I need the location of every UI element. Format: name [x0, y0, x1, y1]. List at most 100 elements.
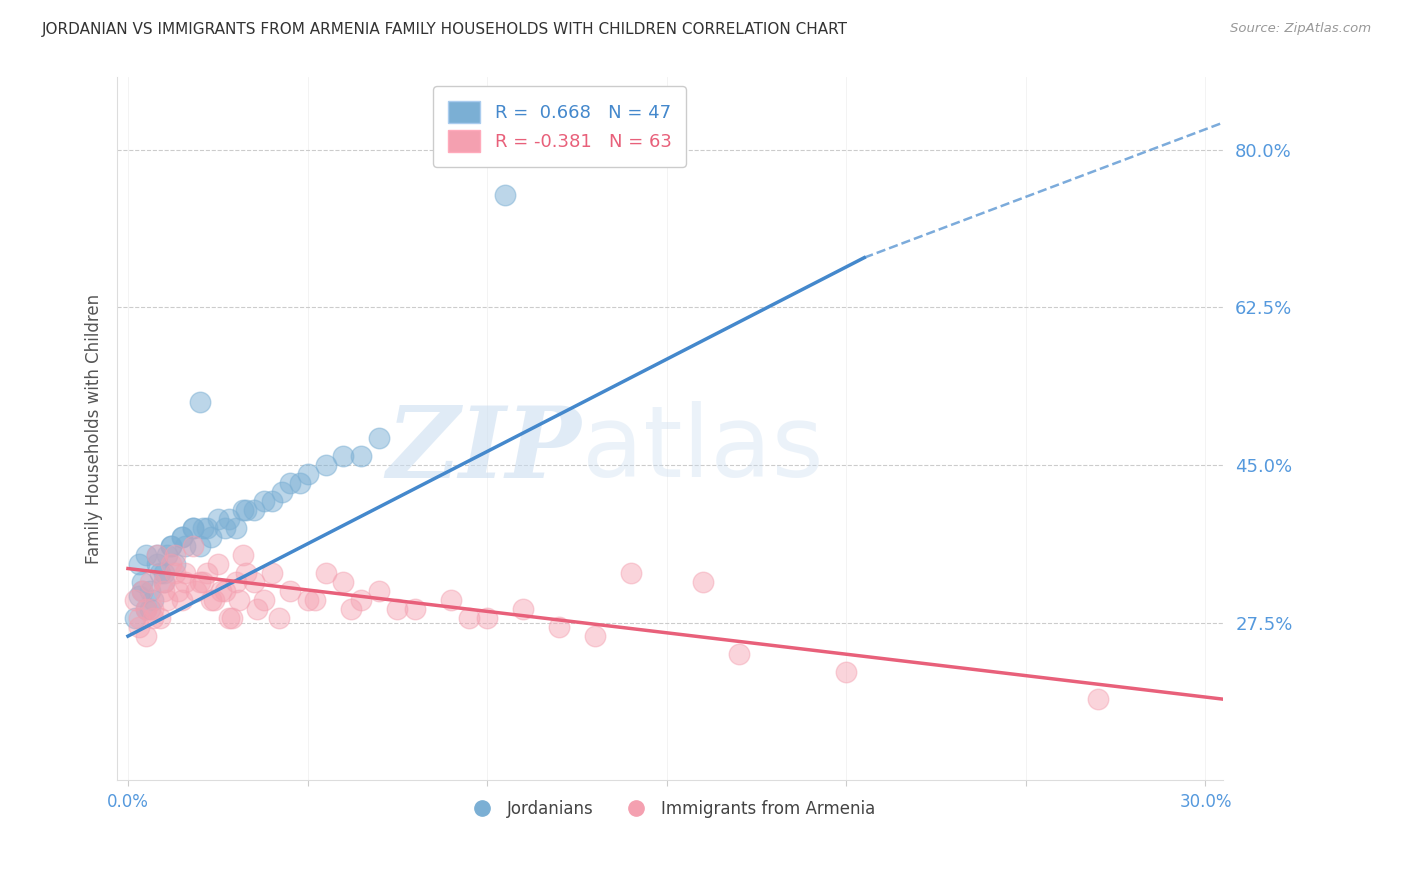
Point — [128, 589, 150, 603]
Point — [153, 566, 176, 580]
Point — [297, 593, 319, 607]
Point — [278, 475, 301, 490]
Point — [339, 602, 361, 616]
Point — [193, 575, 215, 590]
Point — [332, 575, 354, 590]
Point — [174, 539, 197, 553]
Point — [181, 521, 204, 535]
Point — [181, 539, 204, 553]
Point — [315, 566, 337, 580]
Point — [290, 475, 312, 490]
Point — [387, 602, 409, 616]
Point — [200, 593, 222, 607]
Point — [267, 611, 290, 625]
Point — [235, 503, 257, 517]
Point — [149, 566, 172, 580]
Point — [350, 593, 373, 607]
Point — [135, 602, 157, 616]
Point — [1087, 692, 1109, 706]
Point — [260, 566, 283, 580]
Point — [620, 566, 643, 580]
Point — [153, 575, 176, 590]
Point — [253, 494, 276, 508]
Point — [195, 521, 218, 535]
Point — [475, 611, 498, 625]
Point — [145, 548, 167, 562]
Point — [232, 503, 254, 517]
Point — [174, 575, 197, 590]
Point — [350, 449, 373, 463]
Point — [186, 584, 208, 599]
Point — [170, 530, 193, 544]
Point — [193, 521, 215, 535]
Point — [225, 521, 247, 535]
Point — [174, 566, 197, 580]
Point — [188, 539, 211, 553]
Y-axis label: Family Households with Children: Family Households with Children — [86, 293, 103, 564]
Point — [232, 548, 254, 562]
Point — [228, 593, 250, 607]
Point — [142, 602, 165, 616]
Point — [160, 557, 183, 571]
Point — [242, 503, 264, 517]
Point — [135, 629, 157, 643]
Point — [156, 593, 179, 607]
Point — [149, 611, 172, 625]
Point — [583, 629, 606, 643]
Point — [368, 584, 391, 599]
Point — [458, 611, 481, 625]
Point — [727, 647, 749, 661]
Point — [124, 593, 146, 607]
Point — [145, 548, 167, 562]
Point — [368, 431, 391, 445]
Point — [548, 620, 571, 634]
Point — [207, 512, 229, 526]
Point — [128, 611, 150, 625]
Point — [181, 521, 204, 535]
Point — [128, 620, 150, 634]
Point — [404, 602, 426, 616]
Point — [260, 494, 283, 508]
Point — [153, 575, 176, 590]
Point — [138, 602, 160, 616]
Point — [297, 467, 319, 481]
Point — [512, 602, 534, 616]
Point — [142, 593, 165, 607]
Point — [128, 557, 150, 571]
Point — [235, 566, 257, 580]
Point — [207, 557, 229, 571]
Point — [440, 593, 463, 607]
Point — [163, 548, 186, 562]
Point — [124, 611, 146, 625]
Point — [156, 548, 179, 562]
Text: ZIP: ZIP — [387, 401, 582, 499]
Point — [332, 449, 354, 463]
Point — [131, 584, 153, 599]
Point — [167, 584, 190, 599]
Point — [142, 611, 165, 625]
Point — [153, 584, 176, 599]
Point — [214, 521, 236, 535]
Point — [221, 611, 243, 625]
Point — [138, 584, 160, 599]
Point — [200, 530, 222, 544]
Point — [225, 575, 247, 590]
Point — [170, 530, 193, 544]
Point — [242, 575, 264, 590]
Point — [278, 584, 301, 599]
Point — [160, 539, 183, 553]
Point — [188, 394, 211, 409]
Point — [692, 575, 714, 590]
Point — [835, 665, 858, 680]
Legend: Jordanians, Immigrants from Armenia: Jordanians, Immigrants from Armenia — [458, 793, 882, 825]
Point — [494, 187, 516, 202]
Point — [188, 575, 211, 590]
Point — [209, 584, 232, 599]
Point — [135, 602, 157, 616]
Point — [218, 512, 240, 526]
Text: JORDANIAN VS IMMIGRANTS FROM ARMENIA FAMILY HOUSEHOLDS WITH CHILDREN CORRELATION: JORDANIAN VS IMMIGRANTS FROM ARMENIA FAM… — [42, 22, 848, 37]
Point — [135, 548, 157, 562]
Point — [163, 557, 186, 571]
Point — [214, 584, 236, 599]
Point — [138, 575, 160, 590]
